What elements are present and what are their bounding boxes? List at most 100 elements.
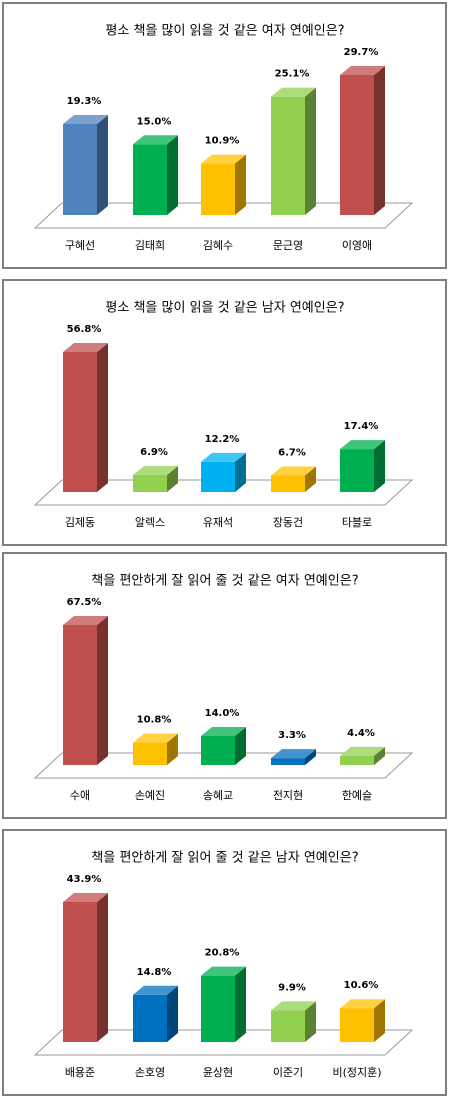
value-label: 17.4% bbox=[344, 421, 379, 432]
bar bbox=[340, 1008, 374, 1042]
category-label: 유재석 bbox=[203, 516, 233, 529]
bar bbox=[271, 1010, 305, 1042]
value-label: 9.9% bbox=[278, 982, 306, 993]
bar-side bbox=[97, 343, 108, 492]
bar-top bbox=[271, 1001, 316, 1011]
bar-top bbox=[133, 135, 178, 145]
bar bbox=[201, 975, 235, 1042]
category-label: 송혜교 bbox=[203, 789, 233, 802]
value-label: 12.2% bbox=[205, 434, 240, 445]
value-label: 14.0% bbox=[205, 708, 240, 719]
bar bbox=[63, 902, 97, 1042]
chart-title: 평소 책을 많이 읽을 것 같은 여자 연예인은? bbox=[105, 24, 344, 39]
category-label: 타블로 bbox=[342, 516, 372, 529]
category-label: 김태희 bbox=[135, 239, 165, 252]
category-label: 문근영 bbox=[273, 239, 303, 252]
value-label: 19.3% bbox=[67, 96, 102, 107]
bar-side bbox=[374, 440, 385, 492]
bar-top bbox=[63, 115, 108, 125]
bar-side bbox=[374, 66, 385, 215]
bar-side bbox=[97, 893, 108, 1042]
bar-side bbox=[235, 726, 246, 765]
value-label: 43.9% bbox=[67, 874, 102, 885]
bar-top bbox=[271, 87, 316, 97]
value-label: 10.8% bbox=[137, 715, 172, 726]
bar-side bbox=[374, 746, 385, 765]
bar-side bbox=[167, 985, 178, 1042]
bar bbox=[340, 755, 374, 765]
bar bbox=[340, 75, 374, 215]
bar-top bbox=[133, 733, 178, 743]
category-label: 손호영 bbox=[135, 1066, 165, 1079]
bar-side bbox=[167, 733, 178, 765]
category-label: 김제동 bbox=[65, 516, 95, 529]
chart-title: 책을 편안하게 잘 읽어 줄 것 같은 여자 연예인은? bbox=[91, 574, 358, 589]
bar bbox=[201, 461, 235, 492]
bar-side bbox=[235, 154, 246, 215]
bar-side bbox=[305, 87, 316, 215]
category-label: 이영애 bbox=[342, 239, 372, 252]
bar-top bbox=[63, 893, 108, 902]
bar-side bbox=[305, 1001, 316, 1042]
chart-panel: 책을 편안하게 잘 읽어 줄 것 같은 여자 연예인은? 67.5% 수애 10.8%… bbox=[2, 552, 447, 819]
bar-top bbox=[133, 985, 178, 995]
category-label: 구혜선 bbox=[65, 239, 95, 252]
bar-side bbox=[167, 135, 178, 215]
bar-top bbox=[340, 746, 385, 756]
value-label: 4.4% bbox=[347, 728, 375, 739]
bar bbox=[133, 144, 167, 215]
value-label: 25.1% bbox=[275, 69, 310, 80]
bar-side bbox=[235, 966, 246, 1042]
bar-side bbox=[97, 115, 108, 215]
category-label: 배용준 bbox=[65, 1066, 95, 1079]
category-label: 윤상현 bbox=[203, 1066, 233, 1079]
floor bbox=[33, 1029, 414, 1056]
bar-top bbox=[201, 726, 246, 736]
value-label: 14.8% bbox=[137, 967, 172, 978]
floor bbox=[33, 202, 414, 229]
bar-top bbox=[340, 999, 385, 1009]
category-label: 김혜수 bbox=[203, 239, 233, 252]
bar-side bbox=[167, 465, 178, 492]
value-label: 29.7% bbox=[344, 47, 379, 58]
bar-top bbox=[201, 452, 246, 462]
bar bbox=[133, 994, 167, 1042]
bar bbox=[340, 449, 374, 492]
bar bbox=[133, 742, 167, 765]
bar bbox=[271, 475, 305, 492]
bar-top bbox=[63, 616, 108, 625]
bar-top bbox=[340, 440, 385, 450]
bar bbox=[63, 352, 97, 492]
bar bbox=[63, 625, 97, 765]
bar-top bbox=[201, 154, 246, 164]
floor bbox=[33, 752, 414, 779]
chart-title: 책을 편안하게 잘 읽어 줄 것 같은 남자 연예인은? bbox=[91, 851, 358, 866]
value-label: 15.0% bbox=[137, 116, 172, 127]
value-label: 10.6% bbox=[344, 980, 379, 991]
bar-side bbox=[305, 749, 316, 765]
value-label: 67.5% bbox=[67, 597, 102, 608]
bar bbox=[271, 758, 305, 765]
bar-top bbox=[271, 466, 316, 476]
value-label: 6.7% bbox=[278, 447, 306, 458]
bar-top bbox=[271, 749, 316, 759]
bar bbox=[201, 163, 235, 215]
bar-top bbox=[201, 966, 246, 976]
value-label: 20.8% bbox=[205, 948, 240, 959]
value-label: 3.3% bbox=[278, 730, 306, 741]
chart-panel: 평소 책을 많이 읽을 것 같은 남자 연예인은?56.8% 김제동 6.9% 알렉스… bbox=[2, 279, 447, 546]
category-label: 한예슬 bbox=[342, 789, 372, 802]
category-label: 이준기 bbox=[273, 1066, 303, 1079]
bar-side bbox=[235, 452, 246, 492]
category-label: 장동건 bbox=[273, 516, 303, 529]
chart-panel: 평소 책을 많이 읽을 것 같은 여자 연예인은? 19.3% 구혜선 15.0% 김태… bbox=[2, 2, 447, 269]
value-label: 6.9% bbox=[140, 447, 168, 458]
value-label: 10.9% bbox=[205, 136, 240, 147]
bar bbox=[133, 474, 167, 492]
bar-side bbox=[374, 999, 385, 1042]
chart-title: 평소 책을 많이 읽을 것 같은 남자 연예인은? bbox=[105, 301, 344, 316]
category-label: 손예진 bbox=[135, 789, 165, 802]
bar-side bbox=[97, 616, 108, 765]
bar-side bbox=[305, 466, 316, 492]
